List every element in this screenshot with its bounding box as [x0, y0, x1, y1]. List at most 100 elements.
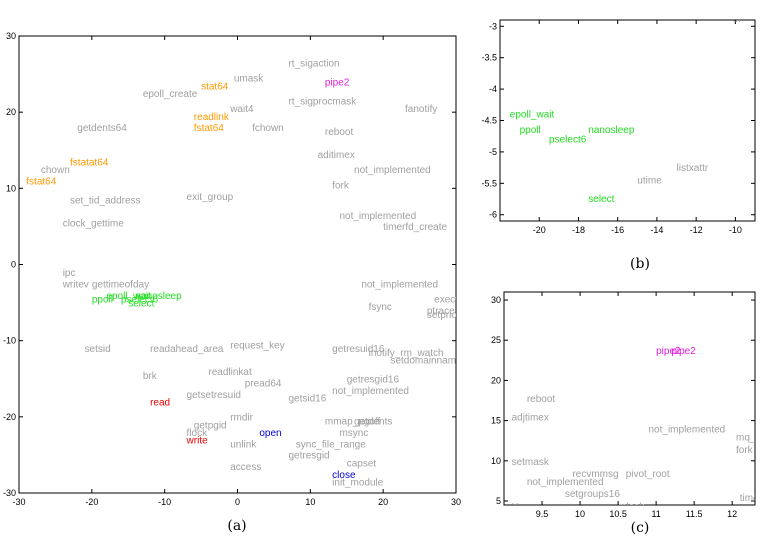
- x-tick-label: 11.5: [686, 509, 703, 519]
- x-tick-label: -10: [158, 497, 171, 507]
- y-tick-label: -6: [489, 210, 497, 220]
- point-label: not_implemented: [649, 425, 726, 436]
- point-label: timerfd_create: [383, 222, 447, 233]
- panel-caption: (c): [631, 520, 650, 536]
- point-label: select: [128, 298, 154, 309]
- point-label: getsid16: [288, 394, 326, 405]
- point-label: close: [332, 470, 356, 481]
- point-label: reboot: [527, 394, 556, 405]
- point-label: rmdir: [230, 413, 253, 424]
- panel-caption: (b): [630, 256, 650, 272]
- point-label: wait4: [229, 104, 254, 115]
- point-label: inotify_rm_watch: [369, 348, 444, 359]
- point-label: pselect6: [121, 295, 159, 306]
- point-label: readahead_area: [150, 344, 224, 355]
- x-tick-label: -14: [650, 225, 663, 235]
- point-label: set_tid_address: [70, 196, 141, 207]
- point-label: setsid: [85, 344, 111, 355]
- point-label: not_implemented: [527, 477, 604, 488]
- point-label: open: [259, 428, 281, 439]
- point-label: getdents: [354, 416, 392, 427]
- point-label: request_key: [230, 340, 284, 351]
- plot-frame: [499, 19, 756, 222]
- point-label: epoll_wait: [106, 291, 151, 302]
- point-label: not_implemented: [361, 279, 438, 290]
- x-tick-label: 12: [727, 509, 737, 519]
- x-tick-label: -20: [85, 497, 98, 507]
- point-label: fstat64: [26, 177, 56, 188]
- panel-caption: (a): [227, 518, 246, 534]
- point-label: chown: [41, 165, 70, 176]
- point-label: utime: [637, 175, 662, 186]
- point-label: getresuid16: [332, 344, 385, 355]
- panel-b: -20 -18 -16 -14 -12 -10 -6 -5.5 -5 -4.5 -4 -3.5 -3 si…: [481, 12, 761, 272]
- point-label: write: [186, 435, 209, 446]
- x-tick-label: 0: [235, 497, 240, 507]
- point-label: setgroups16: [565, 489, 620, 500]
- x-tick-label: 10: [575, 509, 585, 519]
- point-label: setpriority: [427, 310, 470, 321]
- x-tick-label: 30: [451, 497, 461, 507]
- point-label: capset: [347, 458, 377, 469]
- point-label: getresgid16: [347, 375, 400, 386]
- y-tick-label: -4.5: [481, 116, 497, 126]
- point-label: mq_time: [736, 433, 761, 444]
- point-label: rt_sigaction: [288, 58, 339, 69]
- point-label: epoll_wait: [510, 109, 555, 120]
- point-label: writev: [62, 279, 89, 290]
- point-label: sigpending: [726, 12, 761, 23]
- point-label: pread64: [245, 378, 282, 389]
- point-label: fanotify: [405, 104, 437, 115]
- point-label: msync: [339, 428, 368, 439]
- x-tick-label: 9.5: [536, 509, 549, 519]
- point-label: fork: [736, 445, 754, 456]
- point-label: ipc: [63, 268, 76, 279]
- point-label: getsetresuid: [187, 390, 241, 401]
- point-label: fstatat64: [70, 157, 109, 168]
- x-tick-label: -20: [533, 225, 546, 235]
- point-label: recvmmsg: [572, 469, 618, 480]
- point-label: execve: [434, 295, 466, 306]
- point-label: nanosleep: [588, 125, 635, 136]
- point-label: stat64: [201, 81, 229, 92]
- y-tick-label: 10: [6, 183, 16, 193]
- point-label: adjtimex: [512, 413, 549, 424]
- point-label: fstat64: [194, 123, 224, 134]
- point-label: pselect6: [549, 134, 587, 145]
- point-label: flock: [187, 428, 209, 439]
- y-tick-label: -30: [3, 488, 16, 498]
- x-tick-label: 20: [378, 497, 388, 507]
- y-tick-label: -3.5: [481, 53, 497, 63]
- point-label: pivot_root: [626, 469, 670, 480]
- point-label: getdents64: [77, 123, 127, 134]
- point-label: getresgid: [288, 451, 329, 462]
- point-label: getpgid: [194, 420, 227, 431]
- point-label: itimer: [512, 503, 537, 514]
- point-label: sync_file_range: [296, 439, 366, 450]
- y-tick-label: 25: [491, 335, 501, 345]
- point-label: mlock: [618, 502, 645, 513]
- point-label: setdomainname: [390, 356, 462, 367]
- y-tick-label: -20: [3, 412, 16, 422]
- point-label: not_implemented: [354, 165, 431, 176]
- y-tick-label: 10: [491, 456, 501, 466]
- point-label: not_implemented: [332, 386, 409, 397]
- point-label: nanosleep: [136, 291, 183, 302]
- point-label: clock_gettime: [63, 218, 125, 229]
- y-tick-label: 30: [6, 31, 16, 41]
- point-label: rt_sigprocmask: [288, 97, 357, 108]
- point-label: fchown: [252, 123, 284, 134]
- x-tick-label: -10: [729, 225, 742, 235]
- y-tick-label: 15: [491, 416, 501, 426]
- point-label: pipe2: [325, 78, 350, 89]
- point-label: fork: [332, 180, 350, 191]
- x-tick-label: 11: [651, 509, 660, 519]
- y-tick-label: -5: [489, 147, 497, 157]
- y-tick-label: 20: [6, 107, 16, 117]
- y-tick-label: 5: [496, 496, 501, 506]
- x-tick-label: -16: [611, 225, 624, 235]
- point-label: init_module: [332, 477, 384, 488]
- y-tick-label: -10: [3, 336, 16, 346]
